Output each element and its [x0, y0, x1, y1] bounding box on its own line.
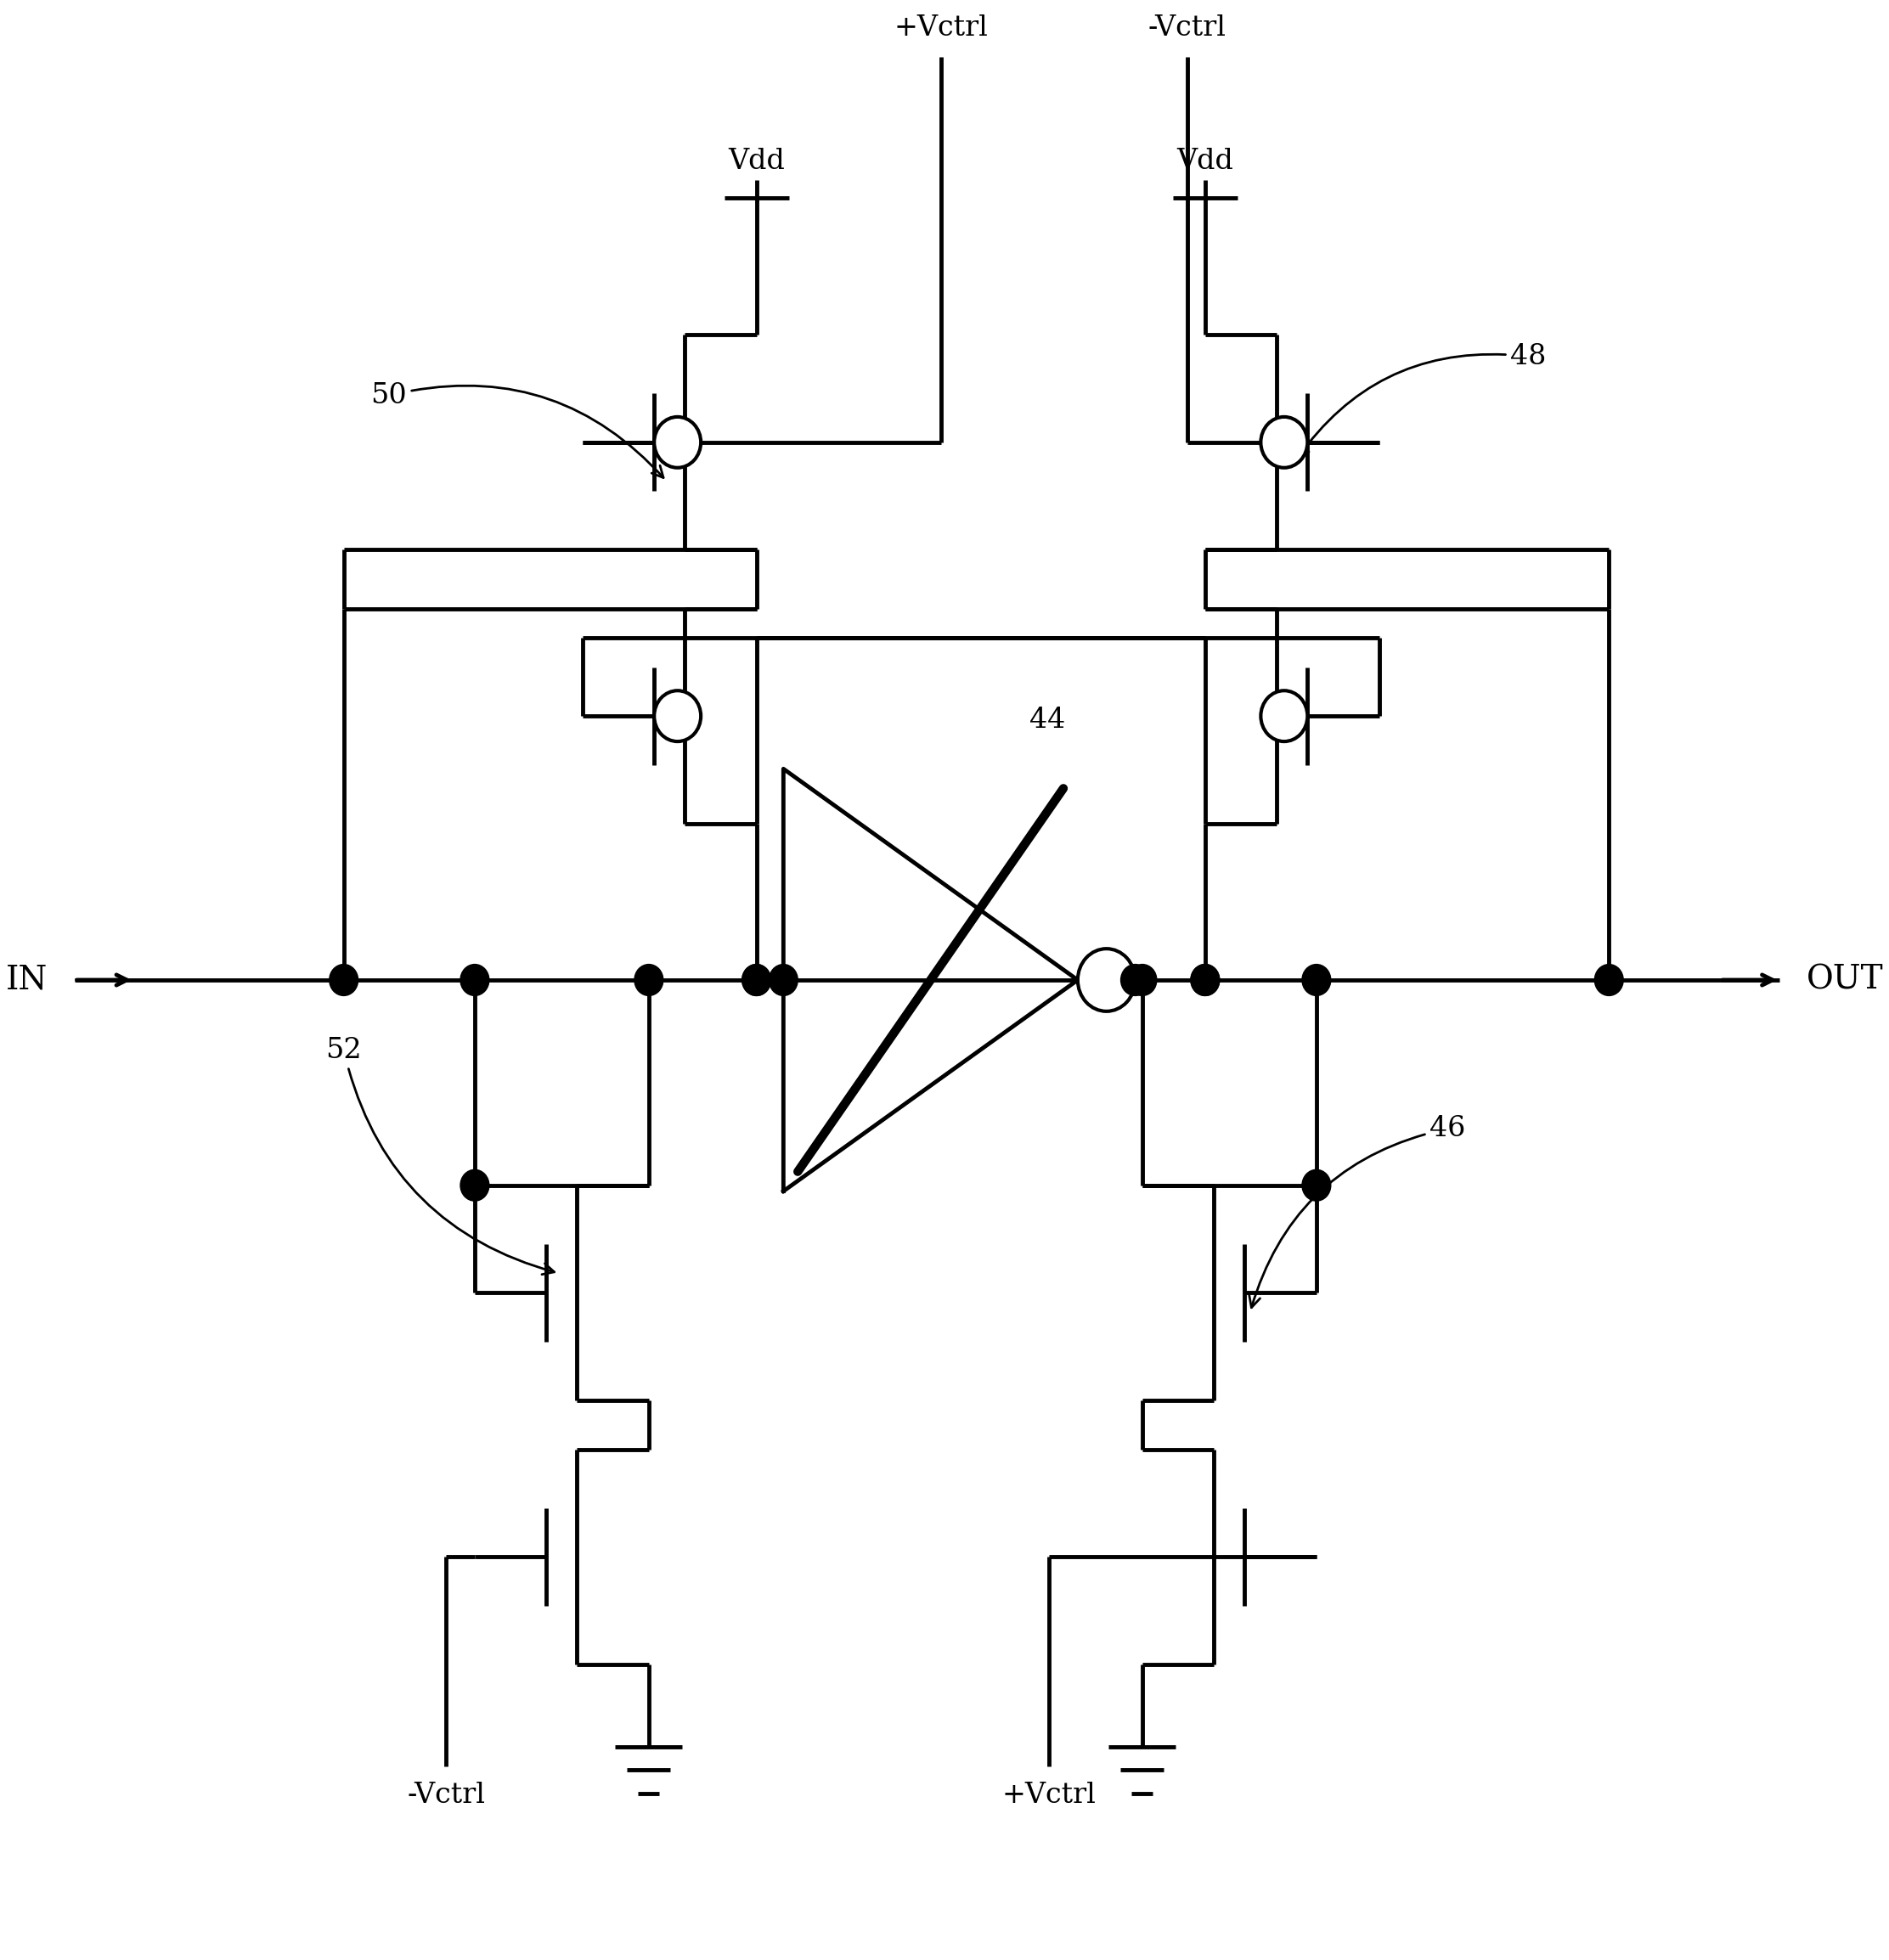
Circle shape [1079, 949, 1135, 1011]
Circle shape [1128, 964, 1156, 996]
Circle shape [654, 690, 701, 741]
Circle shape [1594, 964, 1623, 996]
Text: Vdd: Vdd [727, 147, 786, 174]
Circle shape [769, 964, 797, 996]
Circle shape [742, 964, 771, 996]
Text: Vdd: Vdd [1177, 147, 1234, 174]
Circle shape [1302, 1170, 1330, 1201]
Text: +Vctrl: +Vctrl [1001, 1782, 1096, 1809]
Text: -Vctrl: -Vctrl [406, 1782, 485, 1809]
Circle shape [461, 964, 489, 996]
Circle shape [635, 964, 663, 996]
Text: 44: 44 [1030, 706, 1065, 733]
Text: 52: 52 [325, 1037, 553, 1274]
Circle shape [1190, 964, 1220, 996]
Circle shape [461, 1170, 489, 1201]
Circle shape [742, 964, 771, 996]
Text: -Vctrl: -Vctrl [1149, 14, 1226, 41]
Text: IN: IN [6, 964, 47, 996]
Text: OUT: OUT [1806, 964, 1883, 996]
Text: 50: 50 [370, 382, 663, 478]
Circle shape [1260, 690, 1307, 741]
Circle shape [1190, 964, 1220, 996]
Circle shape [1260, 417, 1307, 468]
Text: +Vctrl: +Vctrl [893, 14, 988, 41]
Circle shape [1120, 964, 1150, 996]
Circle shape [654, 417, 701, 468]
Circle shape [1302, 964, 1330, 996]
Text: 46: 46 [1249, 1115, 1466, 1307]
Text: 48: 48 [1298, 343, 1547, 459]
Circle shape [329, 964, 359, 996]
